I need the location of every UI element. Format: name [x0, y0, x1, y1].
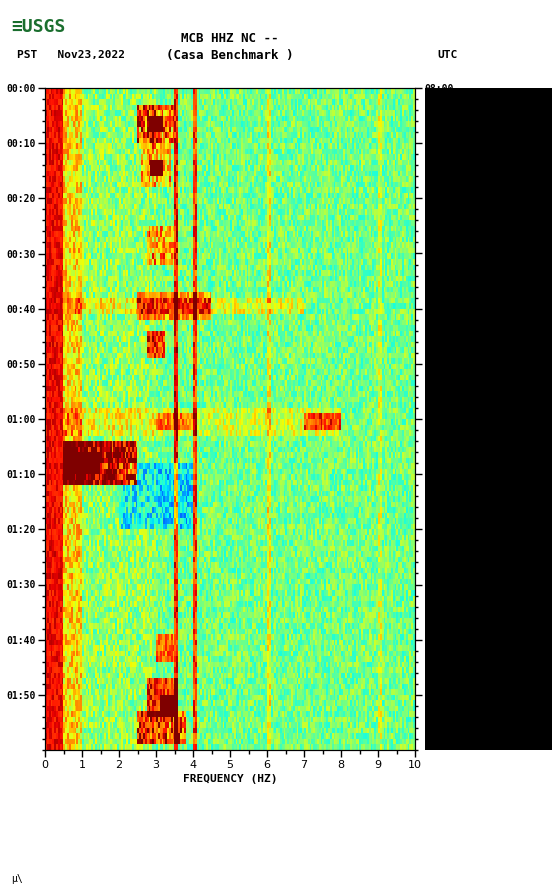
Text: ≡USGS: ≡USGS	[11, 18, 66, 36]
Text: UTC: UTC	[437, 50, 457, 60]
Text: PST   Nov23,2022: PST Nov23,2022	[18, 50, 125, 60]
Text: (Casa Benchmark ): (Casa Benchmark )	[166, 48, 294, 62]
Text: μ\: μ\	[11, 874, 23, 884]
X-axis label: FREQUENCY (HZ): FREQUENCY (HZ)	[183, 774, 277, 784]
Text: MCB HHZ NC --: MCB HHZ NC --	[181, 31, 279, 45]
